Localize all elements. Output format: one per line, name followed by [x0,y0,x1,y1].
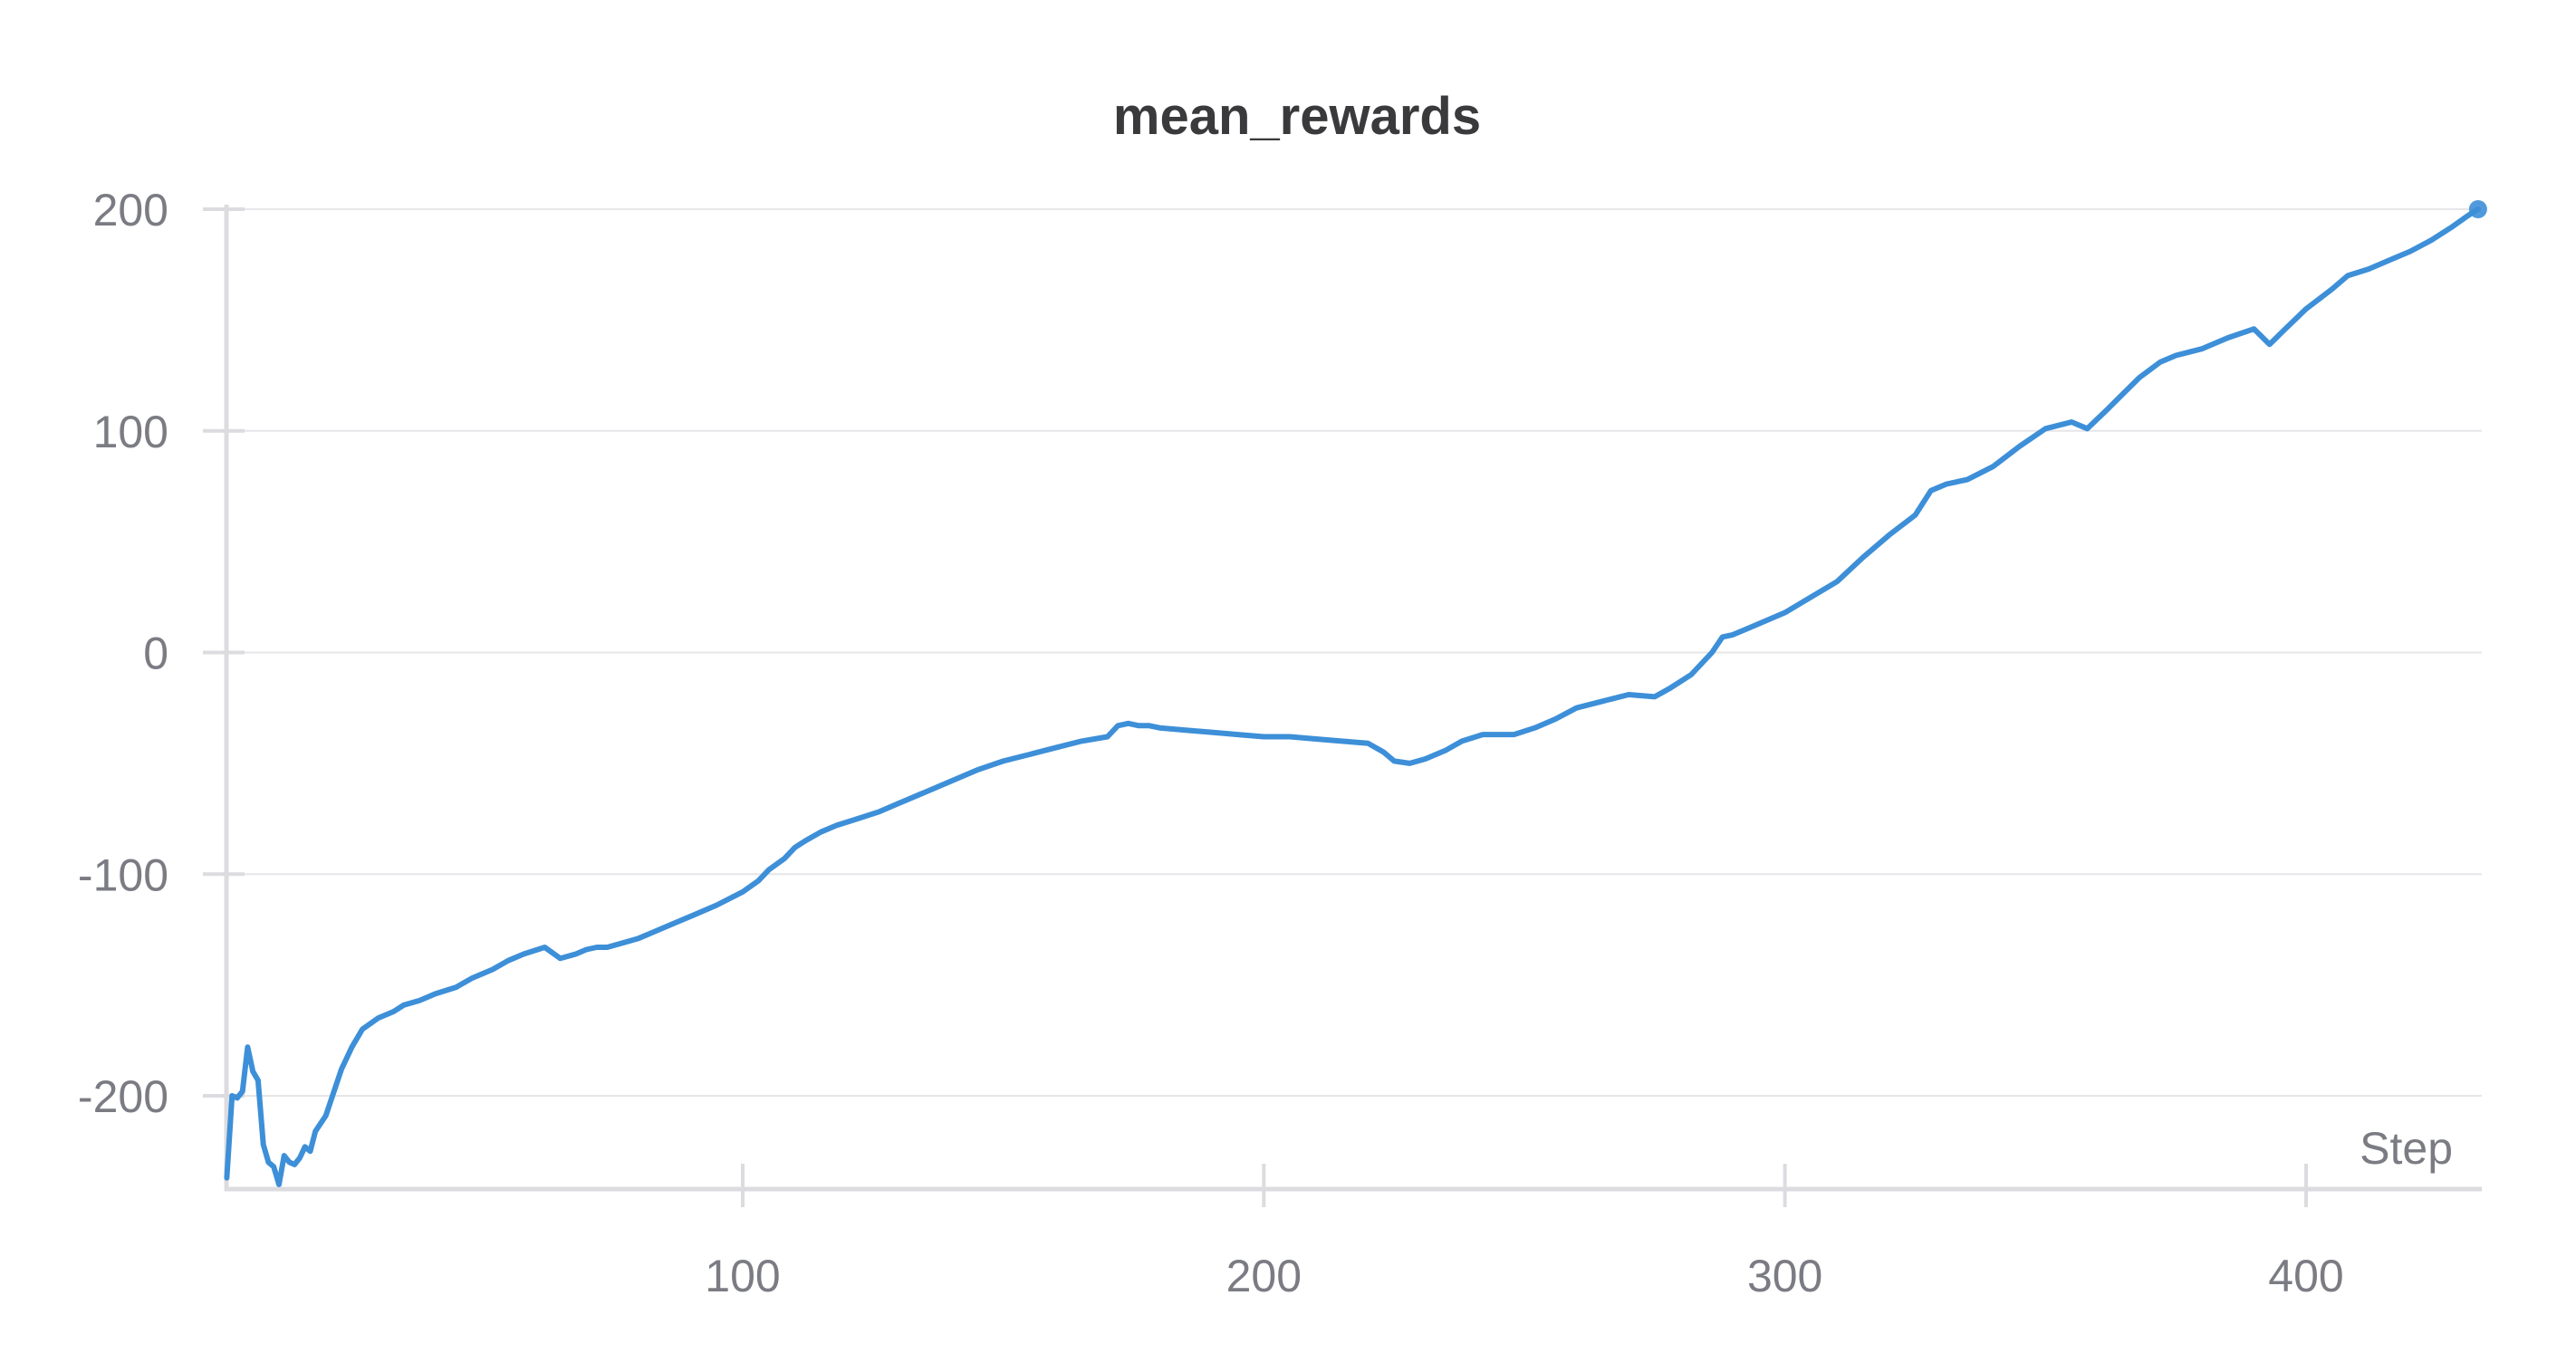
series-end-point [2468,200,2487,218]
y-tick-label: -200 [78,1071,168,1122]
chart-title: mean_rewards [1113,87,1481,146]
x-tick-label: 300 [1747,1251,1822,1301]
x-tick-label: 400 [2268,1251,2343,1301]
y-tick-label: 100 [93,407,168,457]
series-line-0 [224,206,2481,1187]
x-tick-label: 200 [1226,1251,1302,1301]
y-tick-label: 200 [93,185,168,235]
x-axis-ticks: 100 200 300 400 [705,1164,2344,1301]
series-group [224,200,2487,1187]
x-axis-label: Step [2360,1123,2453,1174]
y-tick-label: 0 [143,629,168,679]
axes [224,205,2482,1192]
gridlines [226,208,2482,1097]
x-tick-label: 100 [705,1251,780,1301]
y-tick-label: -100 [78,849,168,900]
y-axis-ticks: 200 100 0 -100 -200 [78,185,245,1122]
